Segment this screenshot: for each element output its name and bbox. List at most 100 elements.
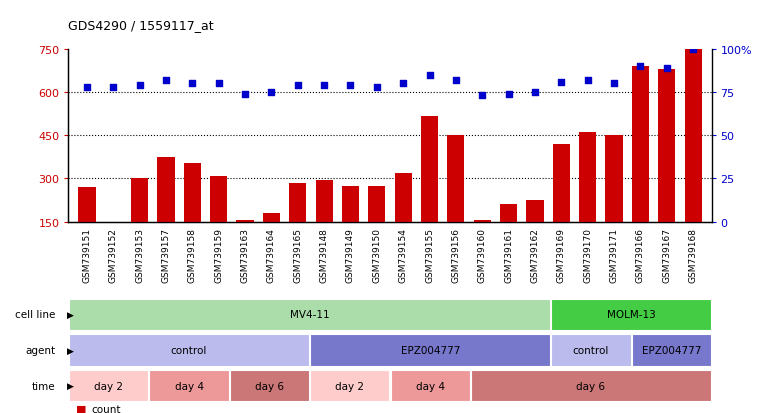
Text: day 4: day 4 bbox=[174, 381, 203, 391]
Text: GSM739151: GSM739151 bbox=[82, 228, 91, 282]
Bar bbox=[105, 222, 122, 237]
Bar bbox=[69, 299, 550, 330]
Bar bbox=[606, 136, 622, 222]
Bar bbox=[263, 214, 280, 222]
Text: ▶: ▶ bbox=[67, 346, 74, 355]
Bar bbox=[500, 205, 517, 222]
Text: MV4-11: MV4-11 bbox=[290, 310, 330, 320]
Bar bbox=[632, 67, 649, 222]
Point bbox=[371, 84, 383, 91]
Bar bbox=[237, 221, 253, 222]
Text: GSM739158: GSM739158 bbox=[188, 228, 197, 282]
Bar bbox=[316, 180, 333, 222]
Text: GSM739159: GSM739159 bbox=[214, 228, 223, 282]
Bar bbox=[632, 335, 711, 366]
Text: GSM739160: GSM739160 bbox=[478, 228, 487, 282]
Point bbox=[318, 83, 330, 89]
Text: control: control bbox=[171, 345, 207, 355]
Text: agent: agent bbox=[25, 345, 55, 355]
Bar bbox=[368, 186, 385, 222]
Text: day 6: day 6 bbox=[255, 381, 284, 391]
Text: ▶: ▶ bbox=[67, 381, 74, 390]
Bar bbox=[69, 370, 148, 401]
Point bbox=[476, 93, 489, 100]
Text: GSM739171: GSM739171 bbox=[610, 228, 619, 282]
Point bbox=[502, 91, 514, 98]
Point bbox=[450, 77, 462, 84]
Text: ■: ■ bbox=[76, 404, 87, 413]
Bar bbox=[131, 179, 148, 222]
Text: GSM739169: GSM739169 bbox=[557, 228, 566, 282]
Point bbox=[581, 77, 594, 84]
Text: GDS4290 / 1559117_at: GDS4290 / 1559117_at bbox=[68, 19, 214, 31]
Bar bbox=[527, 201, 543, 222]
Bar bbox=[473, 221, 491, 222]
Bar bbox=[184, 163, 201, 222]
Bar bbox=[289, 183, 307, 222]
Text: ▶: ▶ bbox=[67, 310, 74, 319]
Point bbox=[345, 83, 357, 89]
Bar bbox=[552, 145, 570, 222]
Text: GSM739155: GSM739155 bbox=[425, 228, 434, 282]
Text: GSM739168: GSM739168 bbox=[689, 228, 698, 282]
Text: GSM739161: GSM739161 bbox=[504, 228, 513, 282]
Text: GSM739162: GSM739162 bbox=[530, 228, 540, 282]
Bar bbox=[421, 117, 438, 222]
Bar bbox=[395, 173, 412, 222]
Point bbox=[266, 90, 278, 96]
Text: GSM739157: GSM739157 bbox=[161, 228, 170, 282]
Bar bbox=[342, 186, 359, 222]
Point bbox=[160, 77, 172, 84]
Point bbox=[529, 90, 541, 96]
Bar bbox=[685, 50, 702, 222]
Text: EPZ004777: EPZ004777 bbox=[400, 345, 460, 355]
Text: day 2: day 2 bbox=[94, 381, 123, 391]
Bar bbox=[230, 370, 309, 401]
Text: GSM739150: GSM739150 bbox=[372, 228, 381, 282]
Point bbox=[107, 84, 119, 91]
Text: GSM739148: GSM739148 bbox=[320, 228, 329, 282]
Text: time: time bbox=[31, 381, 55, 391]
Text: GSM739165: GSM739165 bbox=[293, 228, 302, 282]
Bar bbox=[149, 370, 229, 401]
Bar bbox=[390, 370, 470, 401]
Text: GSM739156: GSM739156 bbox=[451, 228, 460, 282]
Text: day 6: day 6 bbox=[577, 381, 606, 391]
Bar bbox=[310, 335, 550, 366]
Point bbox=[423, 72, 435, 79]
Bar bbox=[447, 136, 464, 222]
Point bbox=[186, 81, 199, 88]
Text: GSM739164: GSM739164 bbox=[267, 228, 276, 282]
Point bbox=[556, 79, 568, 85]
Point bbox=[212, 81, 224, 88]
Bar bbox=[78, 188, 95, 222]
Bar bbox=[579, 133, 596, 222]
Text: GSM739167: GSM739167 bbox=[662, 228, 671, 282]
Text: GSM739153: GSM739153 bbox=[135, 228, 144, 282]
Text: GSM739154: GSM739154 bbox=[399, 228, 408, 282]
Bar bbox=[551, 299, 711, 330]
Point bbox=[687, 46, 699, 53]
Text: GSM739170: GSM739170 bbox=[583, 228, 592, 282]
Bar bbox=[210, 176, 228, 222]
Text: GSM739163: GSM739163 bbox=[240, 228, 250, 282]
Point bbox=[291, 83, 304, 89]
Point bbox=[661, 65, 673, 72]
Text: count: count bbox=[91, 404, 121, 413]
Text: day 4: day 4 bbox=[416, 381, 444, 391]
Text: GSM739152: GSM739152 bbox=[109, 228, 118, 282]
Point bbox=[239, 91, 251, 98]
Bar bbox=[551, 335, 631, 366]
Bar bbox=[310, 370, 390, 401]
Text: control: control bbox=[573, 345, 609, 355]
Text: day 2: day 2 bbox=[336, 381, 365, 391]
Point bbox=[608, 81, 620, 88]
Bar bbox=[158, 157, 174, 222]
Text: GSM739149: GSM739149 bbox=[346, 228, 355, 282]
Bar bbox=[658, 70, 675, 222]
Text: GSM739166: GSM739166 bbox=[636, 228, 645, 282]
Point bbox=[397, 81, 409, 88]
Point bbox=[134, 83, 146, 89]
Bar bbox=[69, 335, 309, 366]
Bar bbox=[471, 370, 711, 401]
